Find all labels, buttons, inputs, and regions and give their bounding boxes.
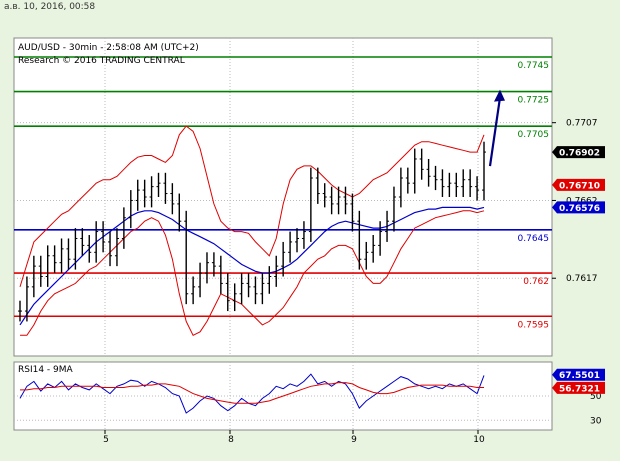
price-badge-label: 0.76902 (559, 149, 600, 159)
price-badge (552, 178, 605, 191)
y-tick-label: 0.7707 (566, 119, 598, 129)
rsi-title: RSI14 - 9MA (18, 365, 74, 375)
projection-arrowhead (494, 89, 505, 102)
rsi-badge (552, 381, 605, 394)
price-badge-label: 0.76710 (559, 181, 600, 191)
level-label: 0.7725 (518, 96, 550, 106)
price-badge (552, 146, 605, 159)
rsi-tick-label: 50 (590, 392, 602, 402)
x-tick-label: 10 (473, 435, 485, 445)
rsi-badge-label: 56.7321 (559, 384, 600, 394)
timestamp: а.в. 10, 2016, 00:58 (4, 2, 96, 12)
chart-title: AUD/USD - 30min - 2:58:08 AM (UTC+2) (18, 43, 199, 53)
level-label: 0.7595 (518, 320, 550, 330)
rsi-series-9ma (20, 382, 484, 404)
x-tick-label: 5 (103, 435, 109, 445)
axis-layer: 589100.77070.76620.761750300.769020.7671… (103, 119, 605, 445)
level-label: 0.7645 (518, 234, 550, 244)
level-label: 0.762 (523, 277, 549, 287)
rsi-badge (552, 368, 605, 381)
moving-average (19, 206, 485, 326)
x-tick-label: 8 (228, 435, 234, 445)
rsi-layer (19, 373, 485, 414)
rsi-badge-label: 67.5501 (559, 371, 600, 381)
rsi-tick-label: 30 (590, 416, 602, 426)
level-label: 0.7705 (518, 130, 550, 140)
level-label: 0.7745 (518, 61, 550, 71)
price-badge-label: 0.76576 (559, 204, 600, 214)
projection-arrow (488, 97, 502, 167)
rsi-series-rsi14 (19, 373, 485, 414)
bollinger-lower (20, 210, 485, 336)
y-tick-label: 0.7617 (566, 274, 598, 284)
price-layer: 0.7745 0.7725 0.7705 0.7645 0.762 0.7595 (14, 56, 552, 336)
x-tick-label: 9 (351, 435, 357, 445)
chart-subtitle: Research © 2016 TRADING CENTRAL (18, 56, 185, 66)
bollinger-upper (19, 125, 485, 288)
price-badge (552, 201, 605, 214)
